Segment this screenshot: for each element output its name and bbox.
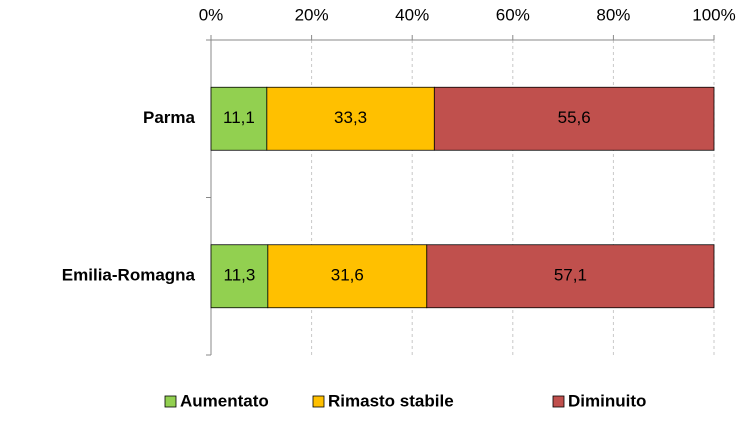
legend-label: Aumentato (180, 391, 269, 410)
bar-segment (426, 244, 715, 309)
legend-swatch (312, 395, 325, 408)
x-tick-label: 20% (295, 5, 329, 24)
bar-segment (267, 244, 428, 309)
data-label: 11,3 (224, 266, 256, 285)
bar-segment (266, 86, 435, 151)
data-label: 55,6 (558, 108, 591, 127)
data-label: 11,1 (223, 108, 255, 127)
legend-label: Diminuito (568, 391, 646, 410)
x-tick-label: 0% (199, 5, 224, 24)
data-label: 57,1 (554, 266, 587, 285)
bar-segment (433, 86, 715, 151)
x-tick-label: 100% (692, 5, 735, 24)
y-tick-label: Emilia-Romagna (62, 266, 196, 285)
data-label: 33,3 (334, 108, 367, 127)
x-tick-label: 80% (596, 5, 630, 24)
x-tick-label: 60% (496, 5, 530, 24)
y-tick-label: Parma (143, 108, 196, 127)
x-tick-label: 40% (395, 5, 429, 24)
legend-swatch (552, 395, 565, 408)
legend-label: Rimasto stabile (328, 391, 454, 410)
legend-swatch (164, 395, 177, 408)
bar-segment (210, 86, 268, 151)
data-label: 31,6 (331, 266, 364, 285)
bar-segment (210, 244, 269, 309)
